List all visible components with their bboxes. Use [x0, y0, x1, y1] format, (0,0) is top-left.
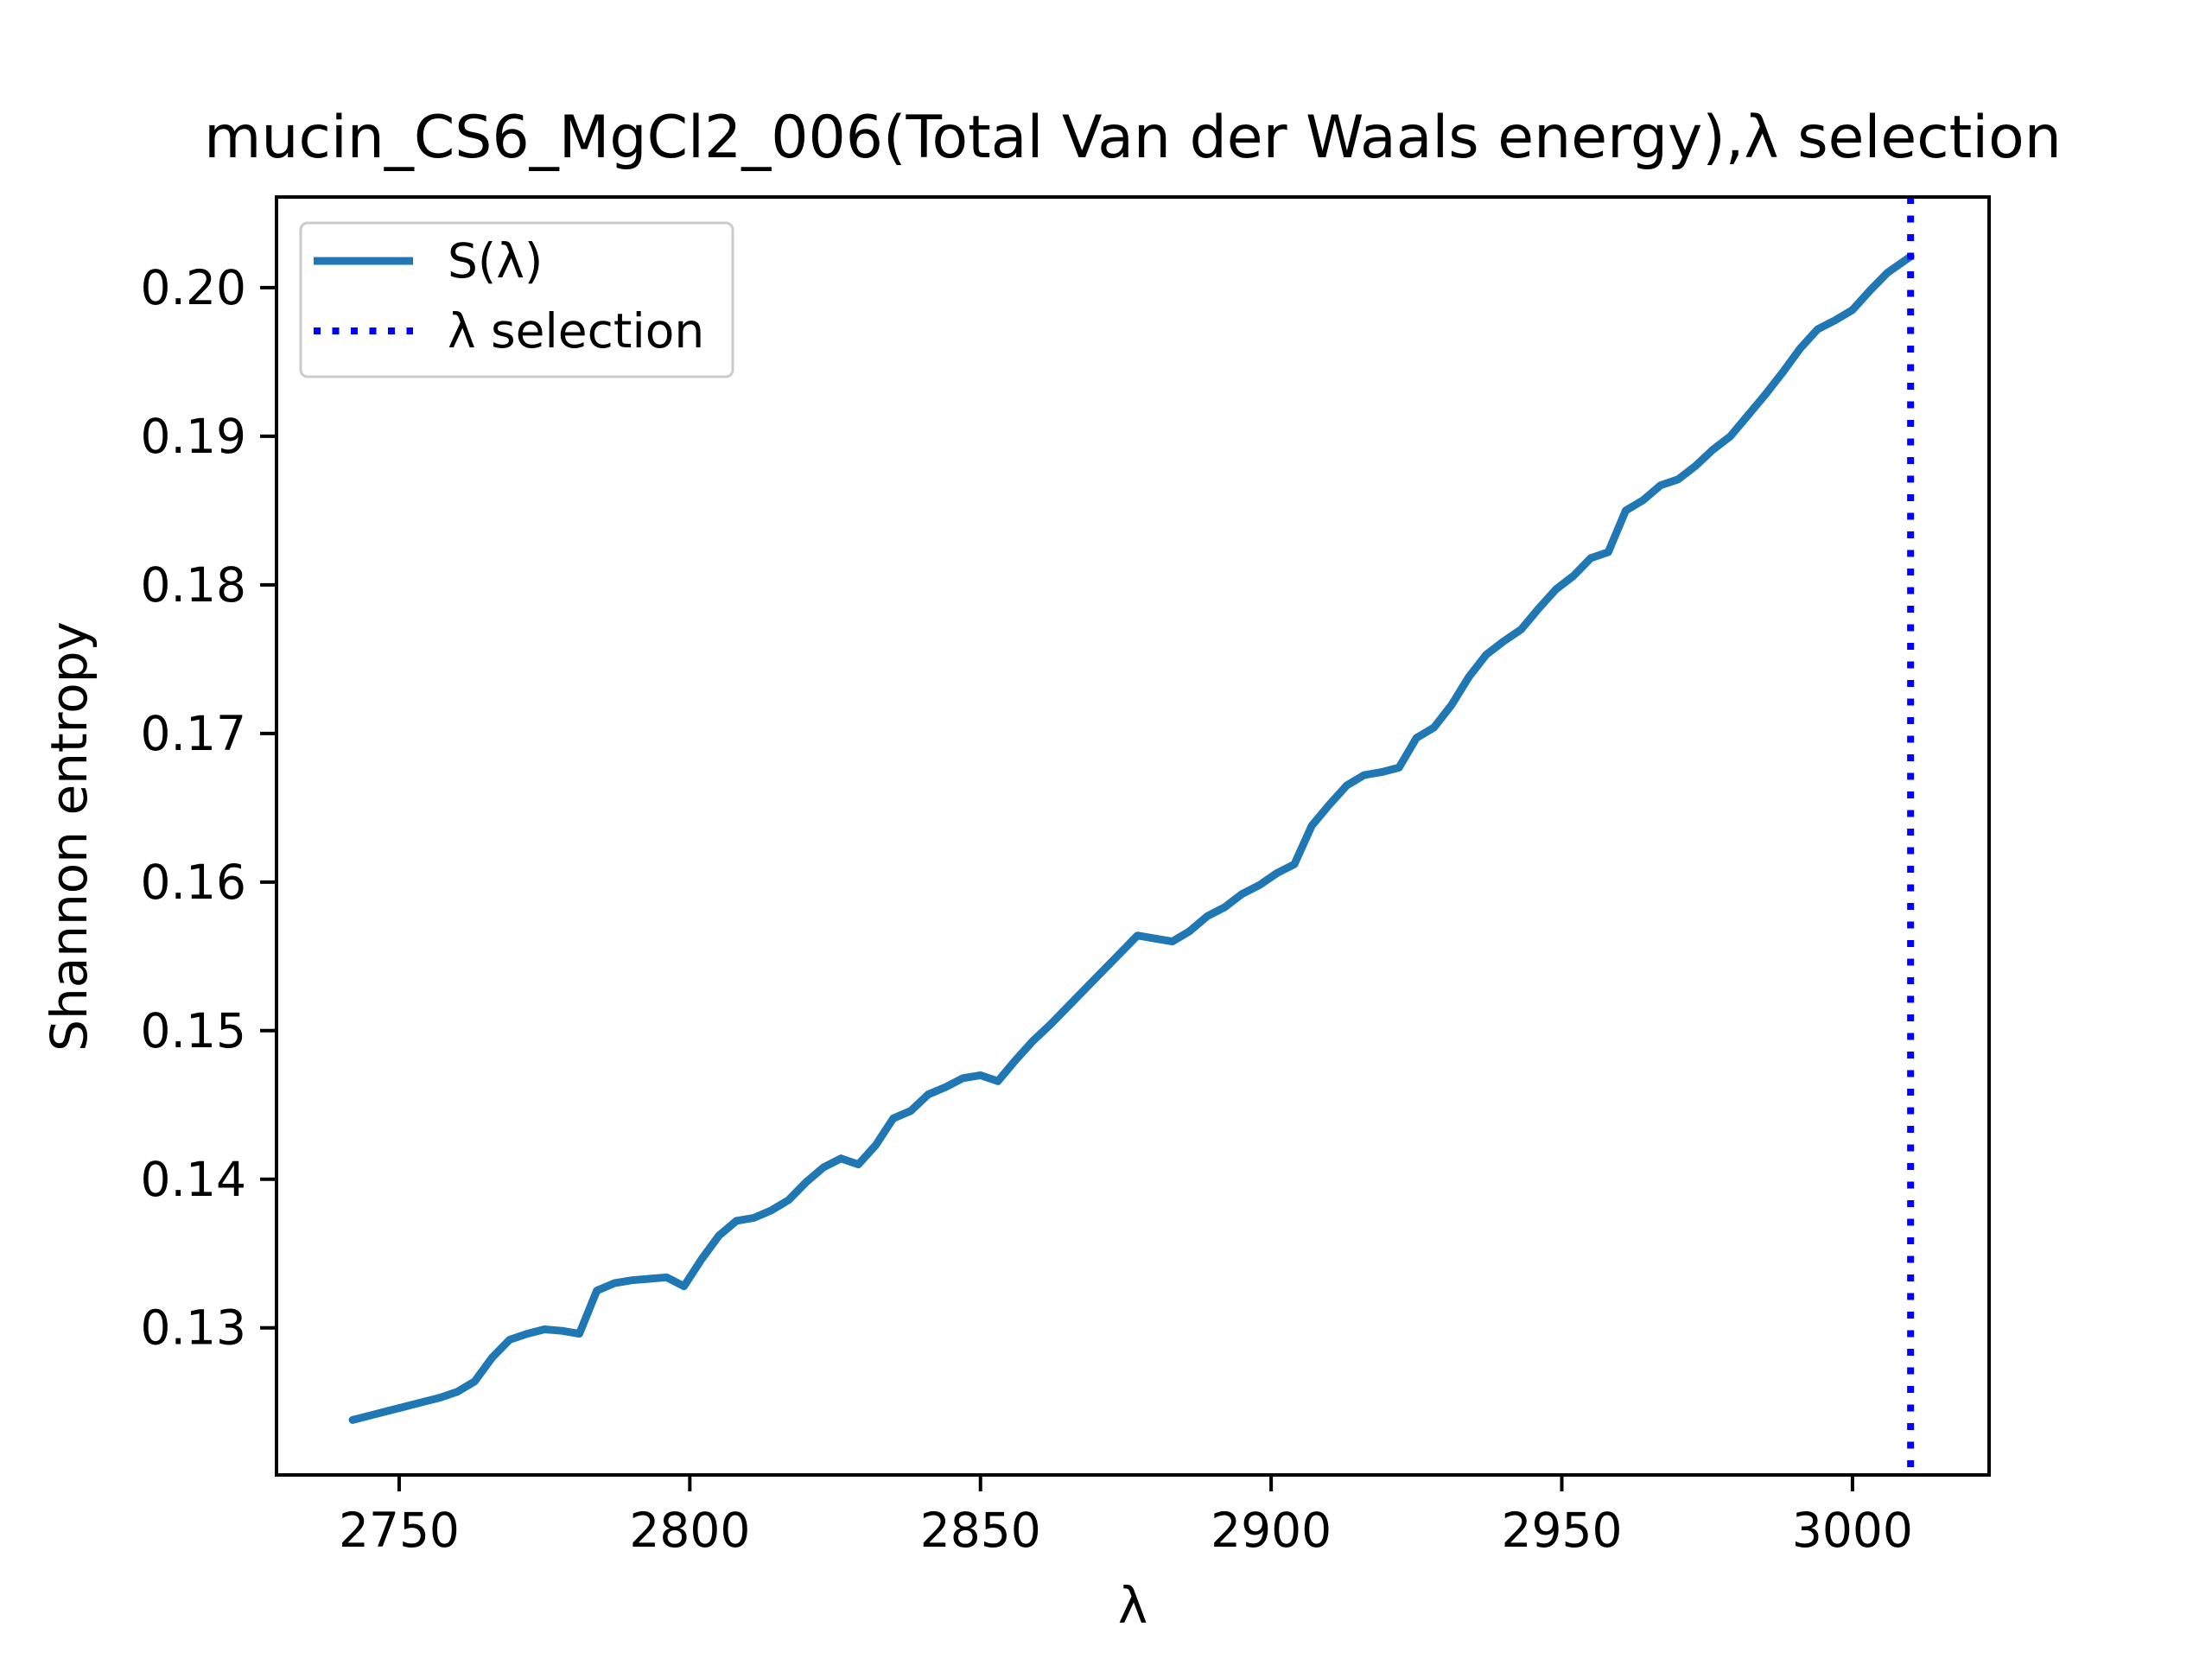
y-tick-label: 0.19: [141, 409, 246, 464]
x-tick-label: 2950: [1502, 1503, 1623, 1558]
y-tick-label: 0.18: [141, 557, 246, 613]
legend-entry-lambda-selection: λ selection: [448, 303, 704, 359]
x-tick-label: 3000: [1792, 1503, 1913, 1558]
x-tick-label: 2800: [629, 1503, 750, 1558]
y-axis-label: Shannon entropy: [40, 621, 99, 1052]
y-tick-label: 0.13: [141, 1300, 246, 1356]
legend: S(λ) λ selection: [299, 221, 734, 378]
y-tick-label: 0.15: [141, 1003, 246, 1058]
legend-entry-s-lambda: S(λ): [448, 233, 543, 289]
y-tick-label: 0.16: [141, 855, 246, 910]
x-axis-label: λ: [1118, 1576, 1147, 1635]
y-tick-label: 0.20: [141, 260, 246, 315]
y-tick-label: 0.17: [141, 706, 246, 761]
x-tick-label: 2900: [1211, 1503, 1332, 1558]
x-tick-label: 2750: [339, 1503, 460, 1558]
y-tick-label: 0.14: [141, 1152, 246, 1207]
x-tick-label: 2850: [920, 1503, 1041, 1558]
chart-title: mucin_CS6_MgCl2_006(Total Van der Waals …: [204, 104, 2062, 172]
plot-frame: [275, 195, 1991, 1477]
entropy-curve: [348, 252, 1915, 1424]
plot-area: 2750 2800 2850 2900 2950 3000 0.13 0.14 0.15 0.16…: [141, 195, 1991, 1558]
